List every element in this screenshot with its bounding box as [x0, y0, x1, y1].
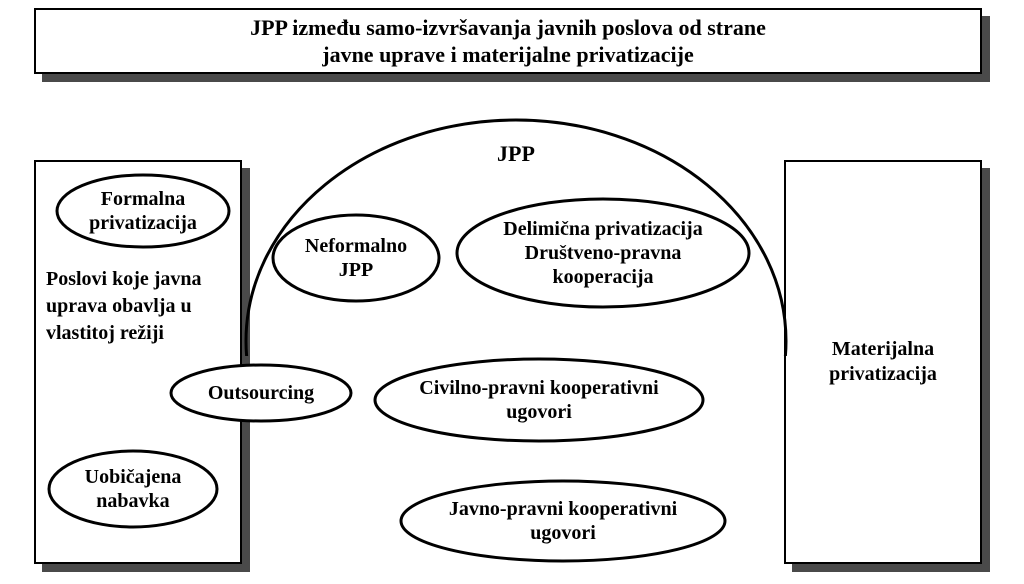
- ellipse-javno: Javno-pravni kooperativni ugovori: [398, 478, 728, 564]
- ellipse-civ-l2: ugovori: [419, 400, 658, 424]
- ellipse-delimicna: Delimična privatizacija Društveno-pravna…: [454, 196, 752, 310]
- right-panel: Materijalna privatizacija: [784, 160, 990, 572]
- ellipse-del-l1: Delimična privatizacija: [503, 217, 702, 241]
- ellipse-formalna-l1: Formalna: [89, 187, 197, 211]
- ellipse-nef-l1: Neformalno: [305, 234, 407, 258]
- ellipse-nef-l2: JPP: [305, 258, 407, 282]
- ellipse-neformalno: Neformalno JPP: [270, 212, 442, 304]
- left-panel-label: Poslovi koje javna uprava obavlja u vlas…: [46, 266, 234, 347]
- ellipse-jav-l2: ugovori: [449, 521, 677, 545]
- ellipse-del-l2: Društveno-pravna: [503, 241, 702, 265]
- right-panel-label: Materijalna privatizacija: [796, 337, 970, 387]
- ellipse-outsourcing: Outsourcing: [168, 362, 354, 424]
- ellipse-out-label: Outsourcing: [168, 362, 354, 424]
- title-line-1: JPP između samo-izvršavanja javnih poslo…: [250, 14, 766, 42]
- ellipse-uobicajena: Uobičajena nabavka: [46, 448, 220, 530]
- ellipse-uob-l1: Uobičajena: [85, 465, 182, 489]
- ellipse-del-l3: kooperacija: [503, 265, 702, 289]
- title-panel: JPP između samo-izvršavanja javnih poslo…: [34, 8, 990, 82]
- title-line-2: javne uprave i materijalne privatizacije: [250, 41, 766, 69]
- ellipse-jav-l1: Javno-pravni kooperativni: [449, 497, 677, 521]
- ellipse-jpp-label: JPP: [242, 124, 790, 184]
- diagram-stage: JPP između samo-izvršavanja javnih poslo…: [0, 0, 1024, 584]
- ellipse-civ-l1: Civilno-pravni kooperativni: [419, 376, 658, 400]
- ellipse-formalna: Formalna privatizacija: [54, 172, 232, 250]
- ellipse-formalna-l2: privatizacija: [89, 211, 197, 235]
- ellipse-civilno: Civilno-pravni kooperativni ugovori: [372, 356, 706, 444]
- ellipse-uob-l2: nabavka: [85, 489, 182, 513]
